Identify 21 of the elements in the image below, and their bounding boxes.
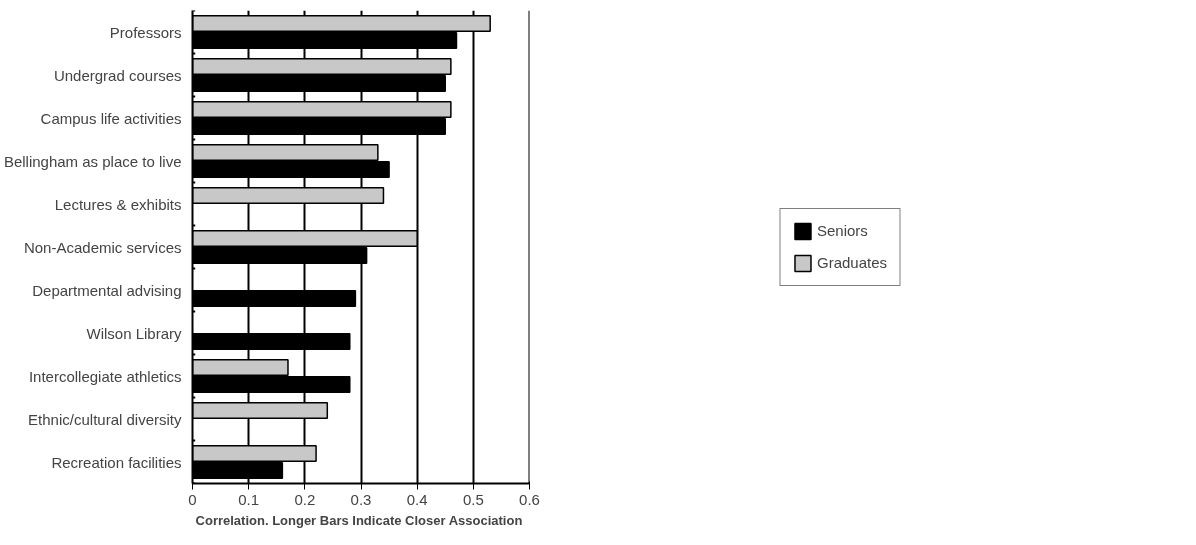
x-tick-label: 0: [188, 490, 197, 508]
legend-label: Seniors: [816, 222, 868, 239]
legend-label: Graduates: [816, 254, 888, 271]
y-tick-label: Departmental advising: [32, 281, 182, 299]
y-tick-label: Recreation facilities: [51, 453, 182, 471]
y-tick-label: Intercollegiate athletics: [28, 367, 182, 385]
x-tick-label: 0.3: [350, 490, 372, 508]
x-tick-label: 0.2: [294, 490, 316, 508]
y-tick-label: Ethnic/cultural diversity: [28, 410, 182, 428]
y-tick-label: Bellingham as place to live: [3, 152, 182, 170]
y-tick-label: Professors: [109, 23, 182, 41]
x-tick-label: 0.4: [406, 490, 428, 508]
y-tick-label: Non-Academic services: [23, 238, 182, 256]
y-tick-label: Campus life activities: [40, 109, 182, 127]
y-tick-label: Wilson Library: [86, 324, 182, 342]
y-tick-label: Undergrad courses: [53, 66, 182, 84]
x-tick-label: 0.1: [238, 490, 260, 508]
x-tick-label: 0.5: [462, 490, 484, 508]
x-axis-title: Correlation. Longer Bars Indicate Closer Association: [195, 512, 523, 528]
x-tick-label: 0.6: [519, 490, 540, 508]
y-tick-label: Lectures & exhibits: [54, 195, 182, 213]
